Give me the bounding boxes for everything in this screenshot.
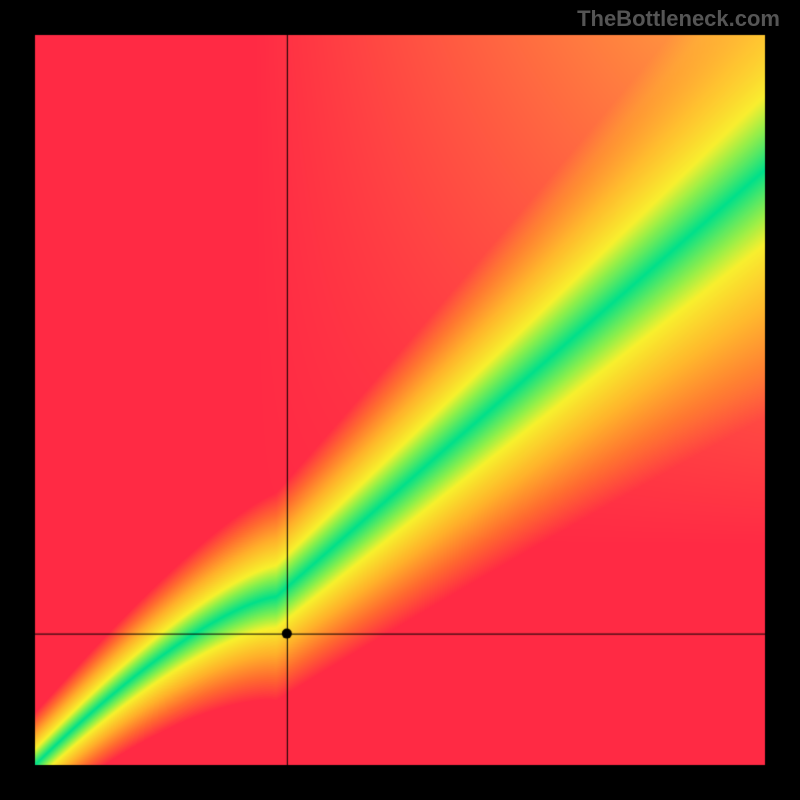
bottleneck-heatmap — [0, 0, 800, 800]
chart-container: TheBottleneck.com — [0, 0, 800, 800]
watermark-text: TheBottleneck.com — [577, 6, 780, 32]
